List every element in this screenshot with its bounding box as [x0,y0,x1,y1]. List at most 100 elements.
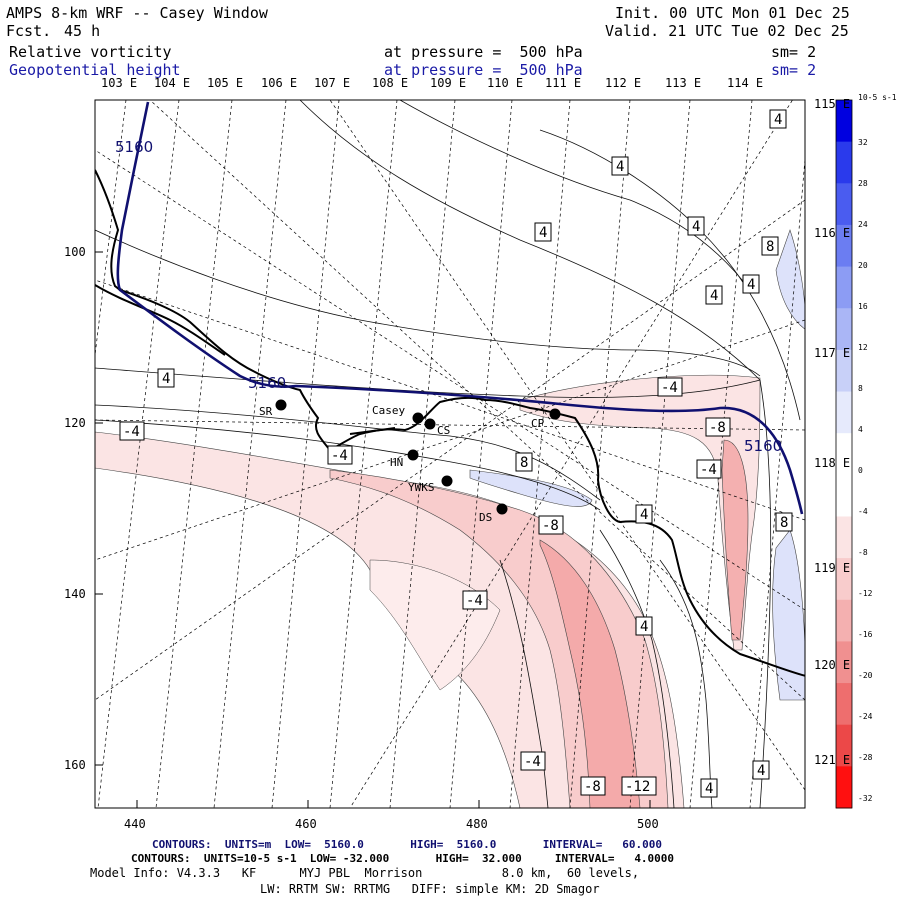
lat-label: 121 E [814,753,851,767]
model-info-2: LW: RRTM SW: RRTMG DIFF: simple KM: 2D S… [260,882,600,896]
x-tick: 440 [124,817,146,831]
colorbar-swatch [836,641,852,684]
colorbar-label: 12 [858,343,868,353]
vort-label-box: -12 [621,776,657,796]
colorbar-swatch [836,308,852,351]
stations: SR Casey CS CP HN YWKS DS [259,399,561,524]
svg-text:-4: -4 [661,380,678,396]
colorbar-label: 28 [858,179,868,189]
svg-text:DS: DS [479,511,492,524]
field-2-level: at pressure = 500 hPa [384,61,583,79]
lon-label: 109 E [430,76,467,90]
svg-text:-8: -8 [584,779,601,795]
colorbar-label: -28 [858,753,873,763]
svg-text:4: 4 [162,371,170,387]
colorbar-swatch [836,474,852,517]
neg-vort-core [539,539,641,808]
lat-label: 119 E [814,561,851,575]
colorbar-swatch [836,433,852,476]
svg-text:SR: SR [259,405,273,418]
svg-text:CP: CP [531,417,545,430]
vort-label-box: -8 [705,417,731,437]
colorbar-label: -20 [858,671,873,681]
colorbar-label: 20 [858,261,868,271]
colorbar-label: 24 [858,220,868,230]
colorbar-swatch [836,683,852,726]
svg-text:4: 4 [539,225,547,241]
colorbar [836,100,852,809]
svg-text:-8: -8 [709,420,726,436]
lon-label: 106 E [261,76,298,90]
colorbar-swatch [836,349,852,393]
vorticity-contours [95,100,801,808]
height-label: 5160 [248,374,286,392]
lon-label: 114 E [727,76,764,90]
colorbar-swatch [836,391,852,434]
svg-text:8: 8 [766,239,774,255]
lat-label: 116 E [814,226,851,240]
lat-label: 117 E [814,346,851,360]
pos-vort-south [469,469,593,507]
colorbar-label: 8 [858,384,863,394]
lon-label: 105 E [207,76,244,90]
model-info-1: Model Info: V4.3.3 KF MYJ PBL Morrison 8… [90,866,640,880]
height-label: 5160 [744,437,782,455]
vort-label-box: 4 [635,504,653,524]
svg-text:4: 4 [640,507,648,523]
contours-height: CONTOURS: UNITS=m LOW= 5160.0 HIGH= 5160… [152,838,662,851]
svg-text:-4: -4 [466,593,483,609]
colorbar-swatch [836,766,852,809]
vort-label-box: 4 [769,109,787,129]
lon-label: 107 E [314,76,351,90]
colorbar-swatch [836,599,852,642]
colorbar-label: -12 [858,589,873,599]
vort-label-box: 4 [157,368,175,388]
svg-text:8: 8 [780,515,788,531]
colorbar-label: 4 [858,425,863,435]
svg-text:HN: HN [390,456,403,469]
y-tick: 140 [64,587,86,601]
vorticity-shading [95,229,805,808]
lon-label: 103 E [101,76,138,90]
vort-label-box: 4 [742,274,760,294]
svg-text:-12: -12 [625,779,650,795]
svg-text:8: 8 [520,455,528,471]
lon-label: 108 E [372,76,409,90]
lon-label: 110 E [487,76,524,90]
forecast-label: Fcst. [6,22,52,40]
svg-text:-8: -8 [542,518,559,534]
colorbar-swatch [836,558,852,601]
station-cs: CS [424,418,450,437]
field-1-level: at pressure = 500 hPa [384,43,583,61]
svg-text:4: 4 [710,288,718,304]
vort-label-box: -4 [657,377,683,397]
svg-text:-4: -4 [524,754,541,770]
y-tick: 120 [64,416,86,430]
vort-label-box: -4 [327,445,353,465]
station-hn: HN [390,449,419,469]
svg-text:-4: -4 [700,462,717,478]
y-tick: 160 [64,758,86,772]
vort-label-box: -4 [696,459,722,479]
model-title: AMPS 8-km WRF -- Casey Window [6,4,268,22]
neg-vort-east-core [721,439,749,641]
vort-label-box: -4 [462,590,488,610]
vort-label-box: 8 [515,452,533,472]
svg-text:4: 4 [692,219,700,235]
field-1-name: Relative vorticity [9,43,172,61]
longitude-grid [95,100,805,808]
vort-label-box: 8 [761,236,779,256]
field-2-smooth: sm= 2 [771,61,817,79]
svg-text:4: 4 [747,277,755,293]
svg-text:4: 4 [616,159,624,175]
pos-vort-northeast [775,229,805,330]
colorbar-label: -8 [858,548,868,558]
svg-text:-4: -4 [123,424,140,440]
vort-label-box: -4 [119,421,145,441]
height-label: 5160 [115,138,153,156]
svg-text:-4: -4 [331,448,348,464]
vort-label-box: 4 [687,216,705,236]
station-sr: SR [259,399,287,418]
vort-label-box: -4 [520,751,546,771]
